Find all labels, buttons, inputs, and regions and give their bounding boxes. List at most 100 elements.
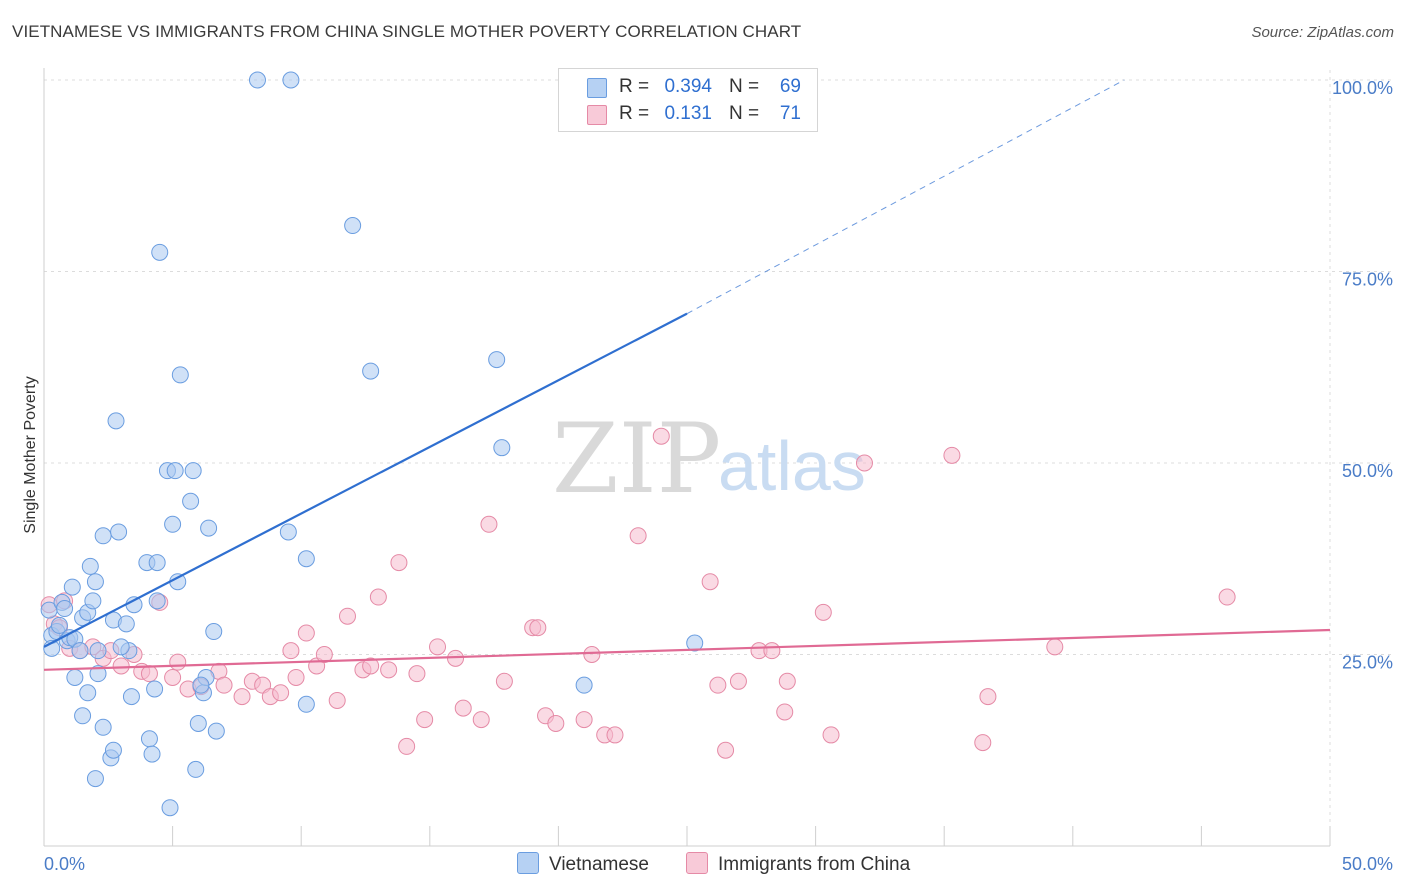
bottom-legend-label-vietnamese: Vietnamese — [549, 854, 649, 875]
point-china — [472, 711, 490, 729]
point-vietnamese — [148, 554, 166, 572]
point-vietnamese — [575, 676, 593, 694]
point-vietnamese — [493, 439, 511, 457]
point-china — [652, 427, 670, 445]
point-china — [112, 657, 130, 675]
point-china — [369, 588, 387, 606]
point-vietnamese — [56, 600, 74, 618]
point-china — [480, 515, 498, 533]
point-china — [1046, 638, 1064, 656]
legend-n-value: 69 — [779, 76, 801, 97]
point-china — [164, 668, 182, 686]
point-china — [416, 711, 434, 729]
point-china — [362, 657, 380, 675]
point-china — [629, 527, 647, 545]
point-china — [709, 676, 727, 694]
point-china — [272, 684, 290, 702]
point-china — [454, 699, 472, 717]
point-vietnamese — [117, 615, 135, 633]
bottom-legend-label-china: Immigrants from China — [718, 854, 911, 875]
point-vietnamese — [344, 217, 362, 235]
point-vietnamese — [184, 462, 202, 480]
legend-r-label: R = — [619, 103, 650, 124]
point-vietnamese — [122, 688, 140, 706]
legend-n-value: 71 — [779, 103, 801, 124]
point-vietnamese — [146, 680, 164, 698]
point-vietnamese — [362, 362, 380, 380]
tick-labels: 25.0% 50.0% 75.0% 100.0% 0.0% 50.0% — [44, 78, 1393, 874]
watermark-zip: ZIP — [552, 403, 721, 515]
y-tick-label: 75.0% — [1342, 270, 1393, 290]
point-china — [398, 737, 416, 755]
point-vietnamese — [89, 665, 107, 683]
point-china — [979, 688, 997, 706]
legend-swatch-china — [587, 105, 607, 125]
series-china-points — [40, 427, 1236, 759]
point-china — [575, 711, 593, 729]
point-vietnamese — [200, 519, 218, 537]
point-china — [380, 661, 398, 679]
point-vietnamese — [50, 616, 68, 634]
point-vietnamese — [279, 523, 297, 541]
bottom-legend-vietnamese: Vietnamese — [517, 852, 649, 876]
point-vietnamese — [171, 366, 189, 384]
chart-title: VIETNAMESE VS IMMIGRANTS FROM CHINA SING… — [12, 22, 802, 41]
legend-row-vietnamese: R = 0.394 N = 69 — [559, 74, 817, 100]
point-vietnamese — [187, 760, 205, 778]
point-china — [547, 714, 565, 732]
point-china — [943, 446, 961, 464]
point-vietnamese — [169, 573, 187, 591]
legend-n-label: N = — [729, 103, 760, 124]
bottom-legend-swatch-vietnamese — [517, 852, 539, 874]
axes — [43, 68, 1331, 847]
point-china — [215, 676, 233, 694]
point-vietnamese — [107, 412, 125, 430]
point-vietnamese — [686, 634, 704, 652]
point-vietnamese — [112, 638, 130, 656]
x-tick-label-min: 0.0% — [44, 854, 85, 874]
point-china — [328, 691, 346, 709]
point-vietnamese — [297, 550, 315, 568]
trendlines — [43, 79, 1331, 671]
point-china — [297, 624, 315, 642]
point-vietnamese — [182, 492, 200, 510]
point-china — [701, 573, 719, 591]
point-china — [1218, 588, 1236, 606]
legend-r-label: R = — [619, 76, 650, 97]
bottom-legend-swatch-china — [686, 852, 708, 874]
point-vietnamese — [248, 71, 266, 89]
point-vietnamese — [282, 71, 300, 89]
point-vietnamese — [79, 684, 97, 702]
point-vietnamese — [94, 718, 112, 736]
point-vietnamese — [192, 676, 210, 694]
point-vietnamese — [166, 462, 184, 480]
legend-r-value: 0.394 — [664, 76, 712, 97]
point-vietnamese — [71, 642, 89, 660]
point-china — [282, 642, 300, 660]
trendline-china — [43, 628, 1331, 671]
point-china — [974, 734, 992, 752]
point-vietnamese — [297, 695, 315, 713]
point-vietnamese — [110, 523, 128, 541]
point-china — [287, 668, 305, 686]
point-vietnamese — [148, 592, 166, 610]
point-china — [606, 726, 624, 744]
y-tick-label: 100.0% — [1332, 78, 1393, 98]
point-china — [169, 653, 187, 671]
point-vietnamese — [94, 527, 112, 545]
point-vietnamese — [63, 578, 81, 596]
point-vietnamese — [140, 730, 158, 748]
point-china — [814, 603, 832, 621]
point-china — [776, 703, 794, 721]
point-vietnamese — [89, 642, 107, 660]
point-china — [822, 726, 840, 744]
point-vietnamese — [189, 714, 207, 732]
point-vietnamese — [151, 243, 169, 261]
point-china — [338, 607, 356, 625]
source-label: Source: ZipAtlas.com — [1251, 24, 1394, 41]
point-vietnamese — [84, 592, 102, 610]
point-china — [429, 638, 447, 656]
point-vietnamese — [66, 668, 84, 686]
point-china — [855, 454, 873, 472]
